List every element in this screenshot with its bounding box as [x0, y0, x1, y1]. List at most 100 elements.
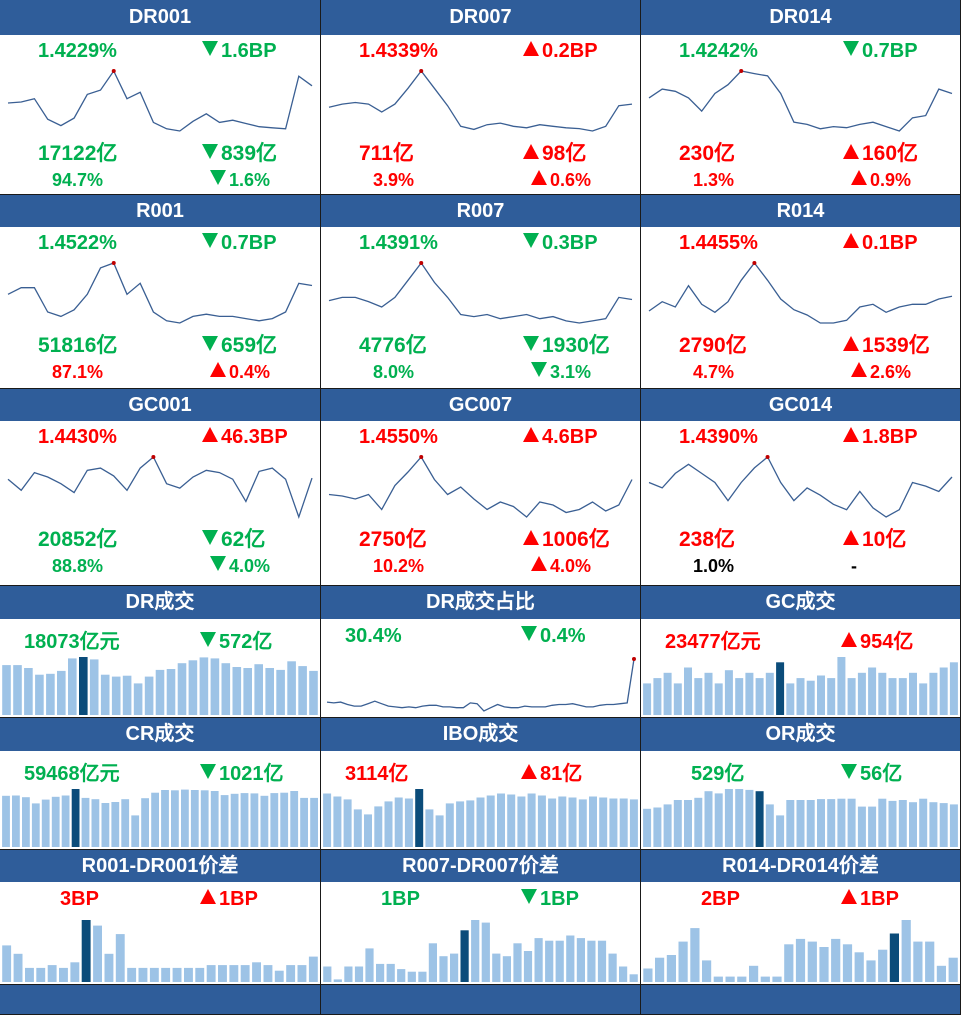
bar: [837, 657, 846, 715]
panel-IBO成交: IBO成交 3114亿 81亿: [321, 718, 641, 850]
total-change-text: 1BP: [540, 888, 579, 910]
share-value-text: 8.0%: [373, 362, 415, 382]
volume-value-text: 238亿: [679, 528, 736, 551]
bar-highlight: [415, 789, 424, 847]
bar: [548, 798, 557, 847]
bar: [847, 798, 856, 847]
bar: [230, 793, 239, 847]
bar: [765, 672, 774, 715]
bar: [534, 938, 543, 982]
panel-title: R014-DR014价差: [641, 850, 960, 882]
bar: [397, 969, 406, 982]
bar: [643, 808, 652, 847]
bar: [704, 791, 713, 847]
series-line: [328, 69, 633, 132]
bar: [100, 674, 110, 715]
panel-OR成交: OR成交 529亿 56亿: [641, 718, 961, 850]
rate-value: 1.4390%: [679, 426, 758, 449]
bar: [492, 953, 501, 982]
bar: [807, 941, 817, 982]
bar: [502, 956, 511, 982]
bar: [22, 797, 30, 847]
total-change-text: 81亿: [540, 763, 583, 785]
bar: [276, 669, 285, 715]
bar: [229, 965, 239, 982]
series-line: [648, 70, 953, 132]
bar: [704, 672, 713, 715]
bar: [643, 968, 653, 982]
rate-change-text: 46.3BP: [221, 426, 288, 448]
share-change: 4.0%: [210, 556, 270, 577]
rate-value-text: 1.4229%: [38, 40, 117, 62]
bar: [653, 678, 662, 715]
up-arrow-icon: [841, 889, 857, 904]
max-point-marker: [419, 261, 424, 265]
bar: [104, 953, 114, 982]
share-value-text: 4.7%: [693, 362, 735, 382]
bar: [181, 789, 189, 847]
bar: [796, 678, 805, 715]
bar: [854, 952, 864, 982]
total-value-text: 529亿: [691, 763, 745, 785]
bar: [796, 800, 805, 847]
down-arrow-icon: [841, 764, 857, 779]
bar: [115, 934, 125, 982]
bar: [354, 966, 364, 982]
series-line: [326, 658, 635, 712]
bar: [386, 963, 395, 982]
bar: [46, 673, 55, 715]
panel-title: OR成交: [641, 718, 960, 751]
rate-line-chart: [648, 455, 953, 518]
bar: [122, 675, 132, 715]
panel-title: GC014: [641, 389, 960, 421]
rate-value-text: 1.4390%: [679, 426, 758, 448]
down-arrow-icon: [210, 170, 226, 185]
bar: [786, 683, 795, 715]
bar: [643, 683, 652, 715]
bar: [24, 668, 33, 715]
rate-value-text: 1.4455%: [679, 232, 758, 254]
total-change-text: 1BP: [860, 888, 899, 910]
bar: [713, 976, 723, 982]
total-value-text: 3114亿: [345, 763, 409, 785]
bar: [545, 940, 554, 982]
footer-cell: [641, 985, 961, 1015]
rate-change-text: 1.8BP: [862, 426, 918, 448]
share-change-text: 2.6%: [870, 362, 912, 382]
bar-highlight: [460, 930, 469, 982]
bar: [308, 956, 318, 982]
panel-DR007: DR007 1.4339% 0.2BP 711亿 98亿 3.9% 0.6%: [321, 0, 641, 195]
bar: [243, 668, 252, 715]
max-point-marker: [111, 261, 116, 265]
rate-change: 0.7BP: [202, 232, 277, 255]
share-change-text: 0.4%: [229, 362, 271, 382]
bar: [476, 797, 485, 847]
panel-GC007: GC007 1.4550% 4.6BP 2750亿 1006亿 10.2% 4.0%: [321, 389, 641, 586]
rate-value-text: 1.4550%: [359, 426, 438, 448]
bar: [466, 800, 475, 847]
bar: [678, 941, 688, 982]
bar: [765, 804, 774, 847]
bar: [776, 815, 785, 847]
bar: [827, 678, 836, 715]
bar: [35, 674, 44, 715]
volume-value-text: 2750亿: [359, 528, 427, 551]
bar: [2, 945, 12, 982]
bar: [806, 680, 815, 715]
rate-value-text: 1.4339%: [359, 40, 438, 62]
bar: [901, 920, 911, 982]
bar: [344, 966, 353, 982]
bar: [786, 800, 795, 847]
up-arrow-icon: [843, 144, 859, 159]
bar: [629, 974, 638, 982]
bar-highlight: [71, 789, 80, 847]
bar: [333, 796, 342, 847]
up-arrow-icon: [841, 632, 857, 647]
rate-change-text: 4.6BP: [542, 426, 598, 448]
bar: [936, 965, 946, 982]
rate-value-text: 1.4391%: [359, 232, 438, 254]
total-value: 59468亿元: [24, 757, 120, 786]
bar: [745, 789, 754, 847]
volume-value: 17122亿: [38, 137, 117, 167]
rate-change: 0.3BP: [523, 232, 598, 255]
